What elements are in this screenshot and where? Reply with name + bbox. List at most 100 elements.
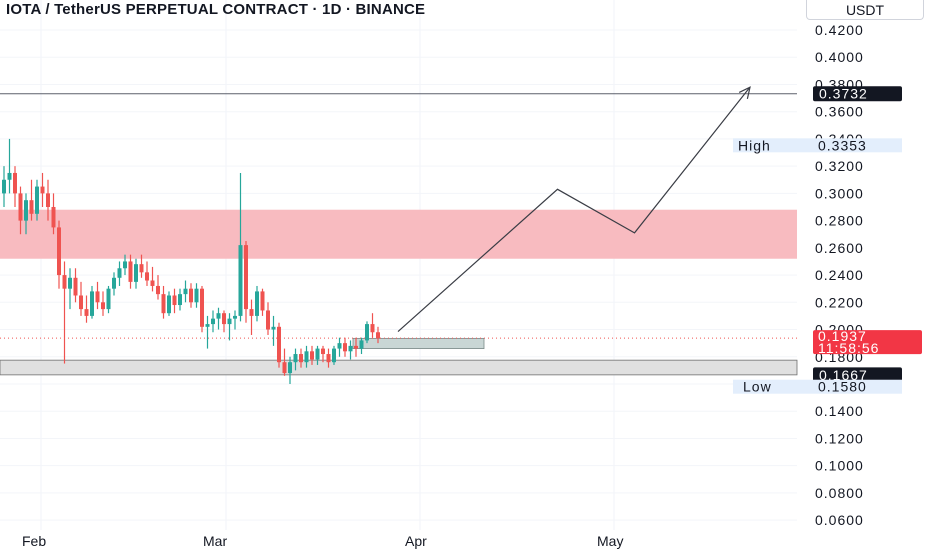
chart-title: IOTA / TetherUS PERPETUAL CONTRACT · 1D …	[6, 1, 426, 18]
candle-body	[238, 245, 243, 316]
candle-body	[128, 261, 133, 282]
candle-body	[376, 332, 380, 339]
candle-body	[90, 291, 94, 316]
candle-body	[189, 288, 193, 303]
candle-body	[277, 326, 281, 363]
candle-body	[299, 354, 303, 363]
price-tick-label: 0.4000	[815, 49, 864, 65]
price-tick-label: 0.4200	[815, 22, 864, 38]
resistance-zone	[0, 209, 797, 259]
candle-body	[227, 318, 232, 325]
candle-body	[161, 294, 166, 314]
candle-body	[271, 326, 276, 330]
high-label: High	[738, 137, 771, 153]
candle-body	[194, 288, 199, 303]
candle-body	[57, 227, 61, 276]
candle-body	[354, 345, 358, 349]
support-zone	[0, 359, 798, 376]
candle-body	[288, 362, 292, 374]
price-tick-label: 0.0600	[815, 512, 864, 528]
price-tick-label: 0.0800	[815, 485, 864, 501]
candle-body	[304, 351, 309, 363]
candle-body	[337, 343, 342, 349]
support-price-label-bg	[813, 367, 902, 383]
candle-body	[62, 275, 67, 289]
candle-body	[332, 348, 336, 363]
candle-body	[244, 245, 248, 310]
current-price-label-bg	[813, 330, 922, 355]
price-tick-label: 0.2200	[815, 294, 864, 310]
price-tick-label: 0.1000	[815, 458, 864, 474]
candle-body	[123, 261, 127, 269]
target-price-label-bg	[813, 86, 902, 102]
candle-body	[266, 310, 270, 330]
candle-body	[293, 354, 298, 363]
price-tick-label: 0.2600	[815, 240, 864, 256]
candle-body	[370, 324, 375, 333]
entry-box	[352, 337, 485, 349]
low-label-bg	[733, 379, 902, 394]
countdown-label: 11:58:56	[818, 340, 879, 356]
candle-body	[68, 277, 72, 289]
price-zones	[0, 209, 798, 376]
price-tick-label: 0.2800	[815, 213, 864, 229]
price-tick-label: 0.3200	[815, 158, 864, 174]
price-tick-label: 0.1200	[815, 430, 864, 446]
candle-body	[321, 348, 325, 355]
candle-body	[255, 291, 259, 316]
current-price-label: 0.1937	[818, 328, 867, 344]
low-label: Low	[743, 379, 772, 395]
candle-body	[260, 291, 265, 311]
horizontal-levels	[0, 93, 797, 339]
support-price-label: 0.1667	[819, 367, 868, 383]
candle-body	[167, 295, 171, 314]
price-tick-label: 0.1400	[815, 403, 864, 419]
candle-body	[222, 313, 226, 325]
time-axis[interactable]: Feb Mar Apr May	[22, 533, 623, 549]
candle-body	[326, 354, 331, 363]
low-value-label: 0.1580	[818, 379, 867, 395]
candle-body	[365, 324, 369, 341]
price-tick-label: 0.3600	[815, 104, 864, 120]
candle-body	[51, 206, 56, 228]
candle-body	[18, 193, 23, 221]
candle-body	[84, 309, 89, 316]
candle-body	[79, 295, 83, 310]
candle-body	[134, 264, 138, 282]
candle-body	[310, 351, 314, 360]
projection-path	[397, 86, 751, 333]
price-axis[interactable]: 0.42000.40000.38000.36000.34000.32000.30…	[815, 22, 864, 528]
time-tick-label: Mar	[203, 533, 227, 549]
candle-body	[73, 277, 78, 296]
high-value-label: 0.3353	[818, 137, 867, 153]
candle-body	[233, 315, 237, 319]
candle-body	[183, 288, 188, 295]
target-price-label: 0.3732	[819, 86, 868, 102]
price-tick-label: 0.3000	[815, 185, 864, 201]
candle-body	[46, 193, 50, 207]
candle-body	[2, 179, 6, 194]
currency-button[interactable]: USDT	[806, 0, 924, 20]
candle-body	[343, 343, 347, 352]
price-tick-label: 0.2400	[815, 267, 864, 283]
candle-body	[178, 294, 182, 306]
time-tick-label: Apr	[405, 533, 427, 549]
candle-body	[117, 268, 122, 278]
projection-line	[397, 86, 751, 333]
candle-body	[13, 172, 17, 194]
candle-body	[172, 295, 177, 306]
candle-body	[249, 309, 254, 316]
candle-body	[200, 288, 204, 327]
high-label-bg	[733, 138, 902, 153]
candlesticks	[2, 138, 380, 384]
candle-body	[211, 318, 215, 325]
candle-body	[29, 200, 34, 214]
candle-body	[112, 277, 116, 289]
candle-body	[216, 313, 221, 319]
time-tick-label: Feb	[22, 533, 46, 549]
candle-body	[40, 186, 45, 194]
candle-body	[205, 324, 210, 327]
candle-body	[315, 348, 320, 360]
